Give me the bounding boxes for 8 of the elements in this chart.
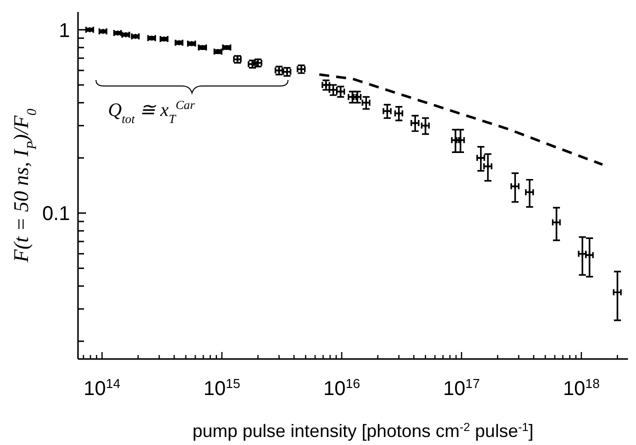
x-tick-label: 10$^{17}$ — [443, 376, 480, 400]
x-tick-label: 10$^{15}$ — [204, 376, 240, 400]
x-tick-label: 10$^{16}$ — [323, 376, 360, 400]
y-tick-label: 1 — [58, 20, 70, 42]
x-tick-label: 10$^{18}$ — [563, 376, 600, 400]
x-axis-title: pump pulse intensity [photons cm$^{-2}$ pulse$^{-1}$] — [192, 420, 534, 441]
x-tick-label: 10$^{14}$ — [84, 376, 120, 400]
y-tick-label: 0.1 — [42, 203, 70, 226]
